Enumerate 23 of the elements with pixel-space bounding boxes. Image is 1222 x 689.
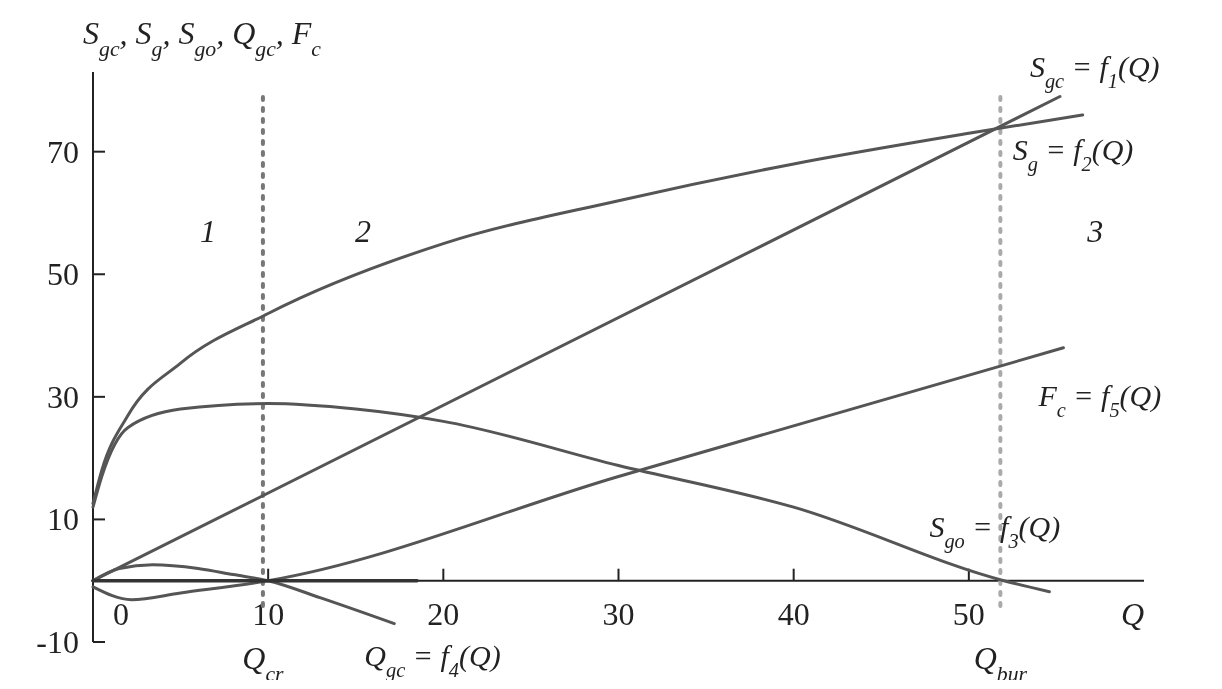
x-tick-label: 20 (427, 595, 460, 632)
y-tick-label: 30 (47, 378, 79, 415)
ref-line-label: Q$_{bur}$ (973, 639, 1028, 686)
x-tick-label: 30 (602, 595, 635, 632)
y-tick-label: 70 (47, 133, 79, 170)
x-tick-label: 10 (252, 595, 285, 632)
series-label: S$_{g}$ = f$_{2}$(Q) (1012, 132, 1134, 176)
annotation: 2 (354, 213, 371, 249)
series-label: S$_{gc}$ = f$_{1}$(Q) (1029, 49, 1160, 93)
annotation: 1 (199, 213, 216, 249)
annotation: 3 (1086, 213, 1104, 249)
series-label: Q$_{gc}$ = f$_{4}$(Q) (364, 638, 501, 682)
series-label: F$_{c}$ = f$_{5}$(Q) (1037, 378, 1162, 421)
x-axis-title: Q (1120, 595, 1144, 632)
y-tick-label: -10 (36, 624, 79, 660)
y-tick-label: 10 (47, 501, 79, 538)
text: S$_{gc}$, S$_{g}$, S$_{go}$, Q$_{gc}$, F$_{c}$ (83, 15, 321, 61)
y-tick-label: 50 (47, 256, 79, 293)
series-label: S$_{go}$ = f$_{3}$(Q) (929, 509, 1061, 553)
x-tick-label: 50 (952, 595, 985, 632)
ref-line-label: Q$_{cr}$ (242, 639, 285, 686)
x-tick-label: 40 (777, 595, 810, 632)
x-tick-label: 0 (113, 595, 129, 632)
